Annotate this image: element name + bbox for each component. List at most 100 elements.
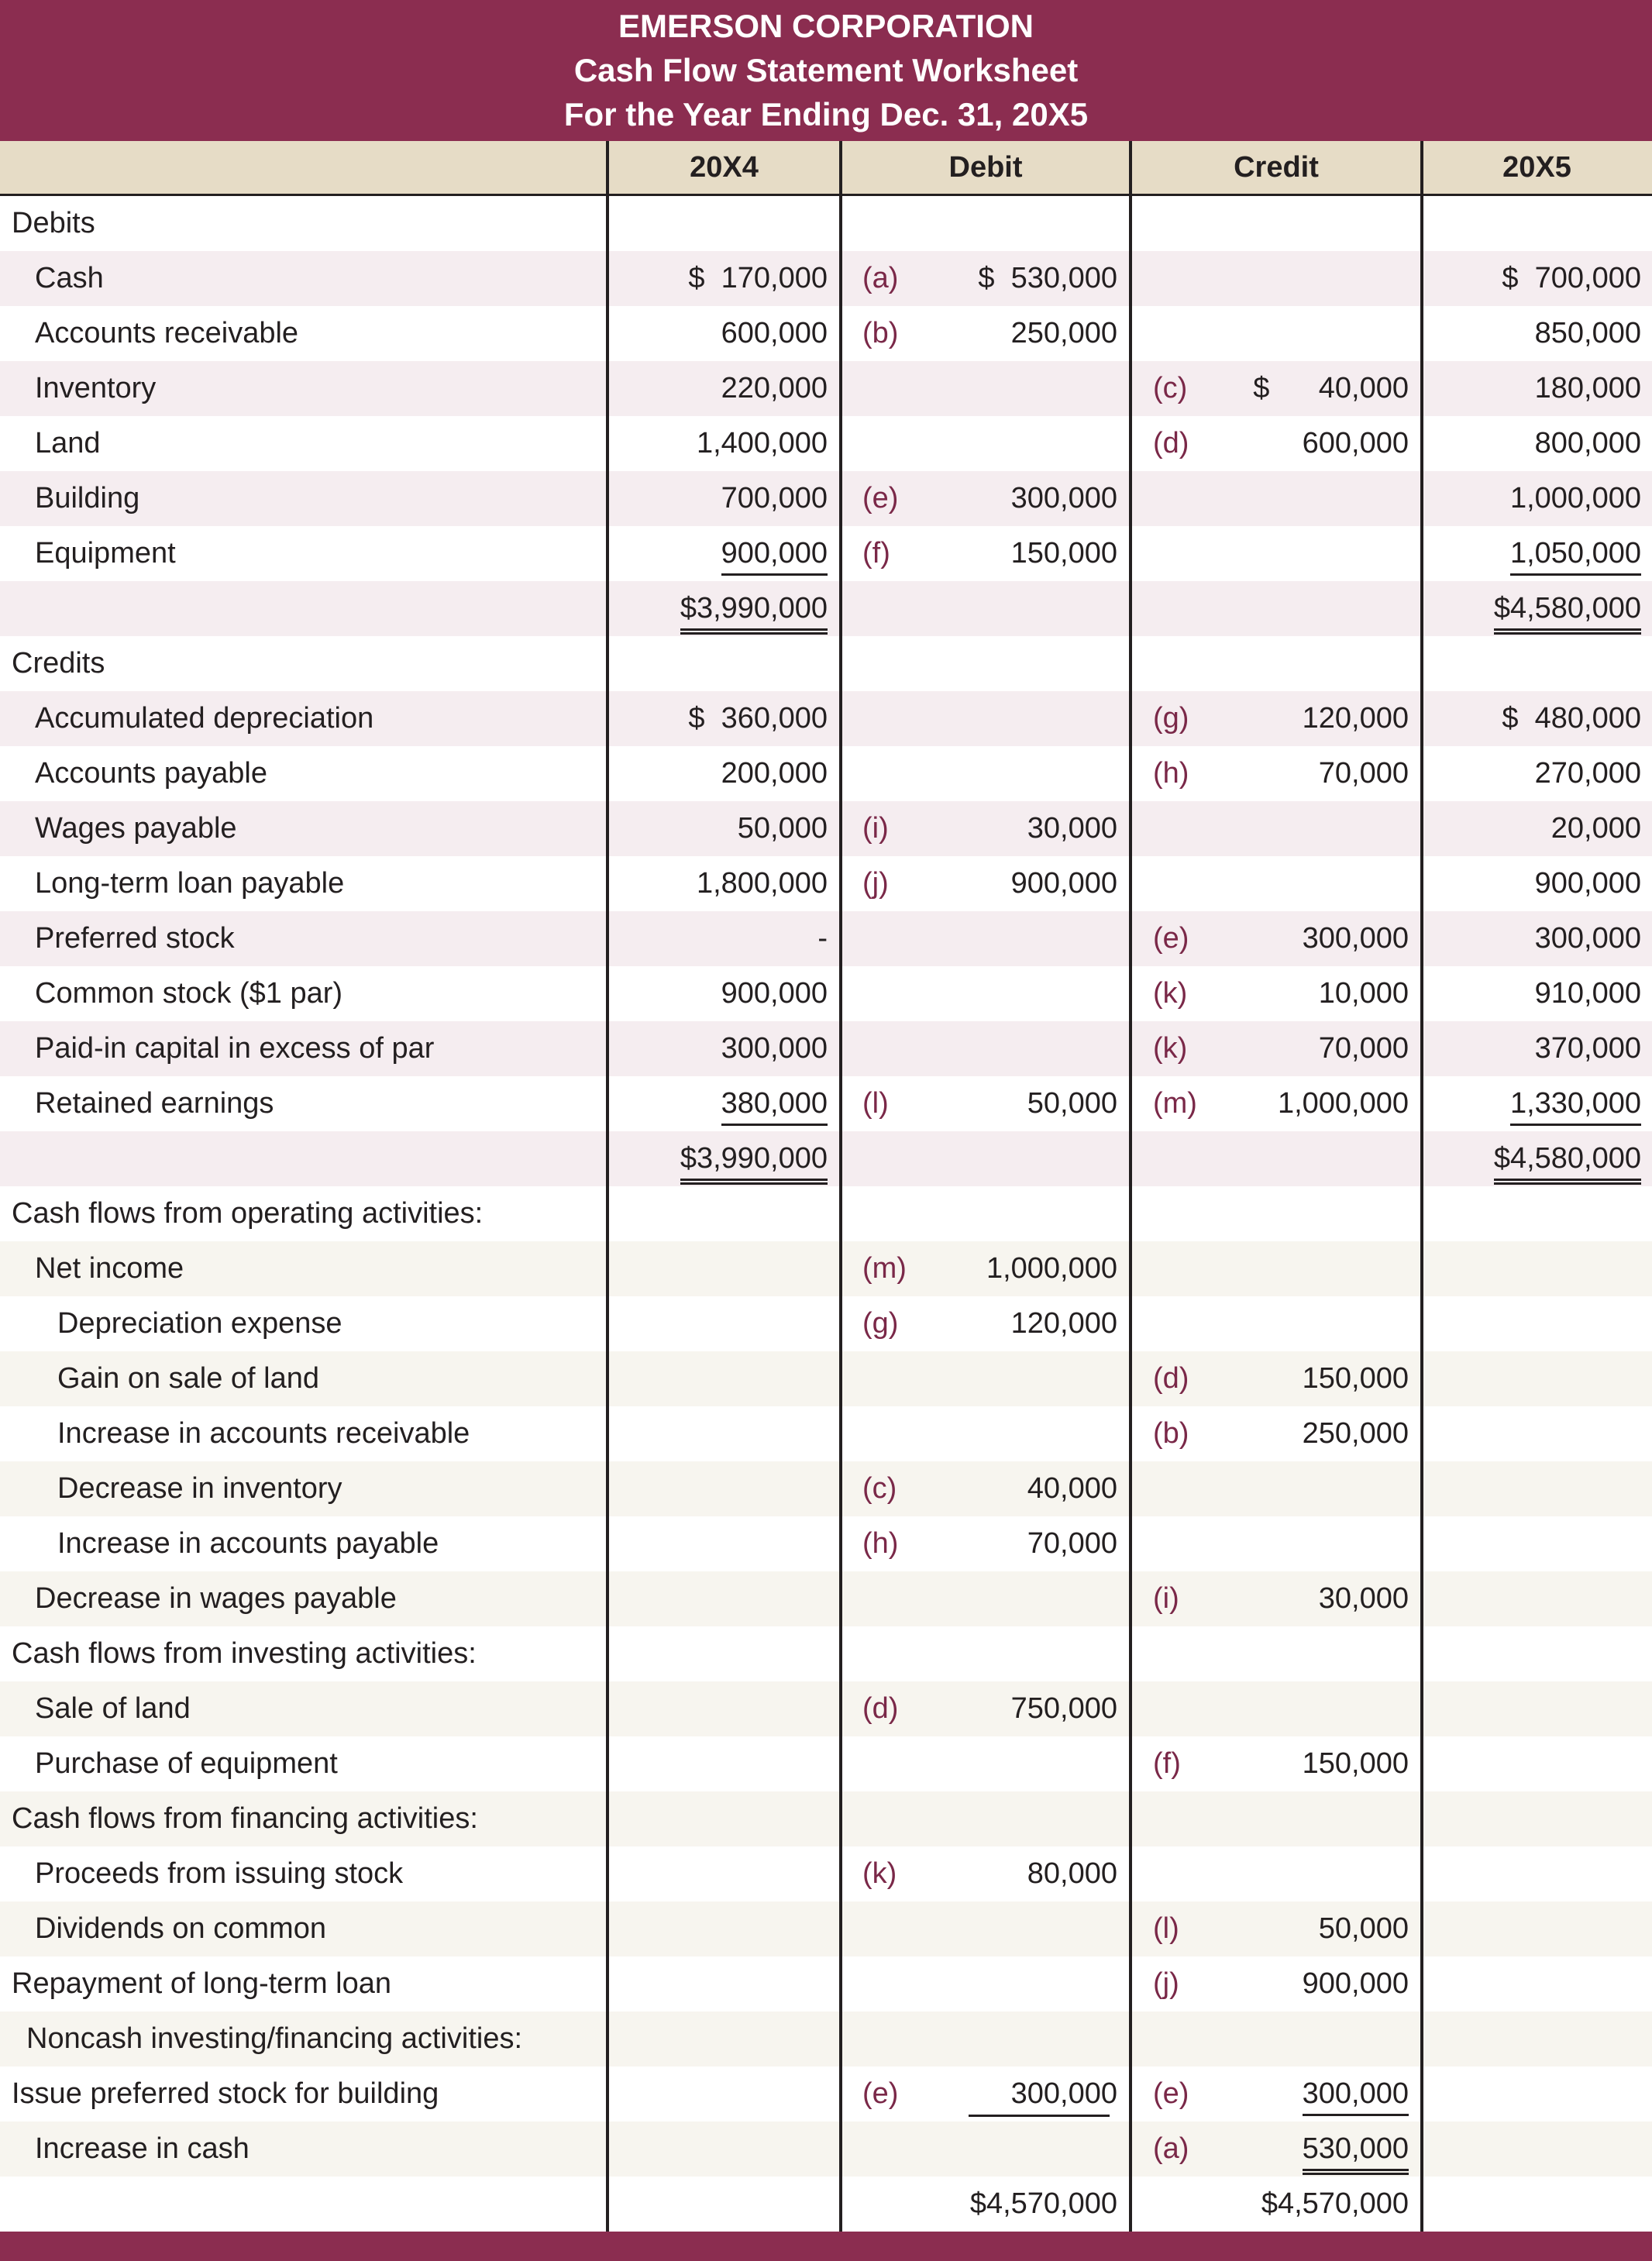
row-label: Retained earnings — [35, 1087, 274, 1120]
worksheet-row: Cash flows from operating activities: — [0, 1186, 1652, 1241]
footer-band — [0, 2232, 1652, 2261]
amount: 1,800,000 — [696, 867, 828, 900]
entry-reference: (g) — [862, 1307, 899, 1340]
worksheet-row: Dividends on common (l) 50,000 — [0, 1901, 1652, 1956]
amount: 900,000 — [1534, 867, 1641, 900]
worksheet-row: $4,570,000 $4,570,000 — [0, 2177, 1652, 2232]
entry-reference: (k) — [1153, 1032, 1188, 1065]
amount-cell: 900,000 — [620, 526, 828, 581]
amount: $3,990,000 — [680, 1138, 828, 1185]
amount: 50,000 — [737, 812, 828, 845]
amount: 1,000,000 — [1509, 482, 1641, 514]
amount: $ 700,000 — [1502, 262, 1641, 294]
entry-reference: (h) — [1153, 757, 1189, 790]
amount: 900,000 — [1302, 1967, 1409, 2000]
amount: 800,000 — [1534, 427, 1641, 459]
entry-reference: (d) — [862, 1692, 899, 1725]
amount: 40,000 — [1027, 1472, 1117, 1505]
row-label: Cash flows from operating activities: — [12, 1197, 484, 1230]
amount: 1,000,000 — [986, 1252, 1117, 1285]
row-label: Debits — [12, 207, 95, 239]
entry-reference: (g) — [1153, 702, 1189, 735]
entry-reference: (e) — [1153, 922, 1189, 955]
amount-cell: $4,580,000 — [1433, 581, 1641, 636]
statement-period: For the Year Ending Dec. 31, 20X5 — [563, 96, 1089, 132]
amount: 200,000 — [721, 757, 828, 790]
row-label: Accounts payable — [35, 757, 267, 790]
amount: 300,000 — [721, 1032, 828, 1065]
row-label: Increase in cash — [35, 2132, 250, 2165]
amount: 150,000 — [1302, 1362, 1409, 1395]
row-label: Paid-in capital in excess of par — [35, 1032, 435, 1065]
amount: 1,050,000 — [1509, 533, 1641, 576]
worksheet-row: Common stock ($1 par) 900,000 (k) 10,000 910… — [0, 966, 1652, 1021]
row-label: Noncash investing/financing activities: — [26, 2022, 523, 2055]
row-label: Issue preferred stock for building — [12, 2077, 439, 2110]
amount: 1,000,000 — [1277, 1087, 1409, 1120]
column-title: Debit — [948, 151, 1023, 184]
entry-reference: (c) — [1153, 372, 1188, 404]
amount: 180,000 — [1534, 372, 1641, 404]
amount: $4,580,000 — [1493, 588, 1641, 635]
worksheet-row: Proceeds from issuing stock (k) 80,000 — [0, 1846, 1652, 1901]
row-label: Accumulated depreciation — [35, 702, 374, 735]
worksheet-row: Noncash investing/financing activities: — [0, 2011, 1652, 2067]
worksheet-row: Accumulated depreciation $ 360,000 (g) 120,… — [0, 691, 1652, 746]
amount-cell: 1,050,000 — [1433, 526, 1641, 581]
entry-reference: (k) — [1153, 977, 1188, 1010]
amount: 530,000 — [1302, 2129, 1409, 2175]
worksheet-row: Debits — [0, 196, 1652, 251]
worksheet-row: Long-term loan payable 1,800,000 (j) 900,00… — [0, 856, 1652, 911]
column-title: 20X4 — [690, 151, 759, 184]
row-label: Increase in accounts payable — [57, 1527, 439, 1560]
amount: 300,000 — [1010, 482, 1117, 514]
amount: 900,000 — [1010, 867, 1117, 900]
amount: 1,400,000 — [696, 427, 828, 459]
worksheet-row: Credits — [0, 636, 1652, 691]
worksheet-row: $3,990,000 $4,580,000 — [0, 1131, 1652, 1186]
amount: 30,000 — [1318, 1582, 1409, 1615]
worksheet-row: Net income (m) 1,000,000 — [0, 1241, 1652, 1296]
amount-cell: 530,000 — [1209, 2122, 1409, 2177]
amount: 80,000 — [1027, 1857, 1117, 1890]
worksheet-row: Issue preferred stock for building (e) 300… — [0, 2067, 1652, 2122]
entry-reference: (d) — [1153, 1362, 1189, 1395]
entry-reference: (m) — [1153, 1087, 1197, 1120]
row-label: Accounts receivable — [35, 317, 299, 349]
amount: 250,000 — [1302, 1417, 1409, 1450]
row-label: Cash flows from financing activities: — [12, 1802, 478, 1835]
worksheet-row: Land 1,400,000 (d) 600,000 800,000 — [0, 416, 1652, 471]
entry-reference: (e) — [1153, 2077, 1189, 2110]
entry-reference: (i) — [862, 812, 889, 845]
amount: 370,000 — [1534, 1032, 1641, 1065]
amount: 220,000 — [721, 372, 828, 404]
amount: 700,000 — [721, 482, 828, 514]
amount: $3,990,000 — [680, 588, 828, 635]
amount: 120,000 — [1302, 702, 1409, 735]
amount-cell: 300,000 — [1209, 2067, 1409, 2122]
amount: 300,000 — [1302, 2073, 1409, 2116]
amount: - — [817, 922, 828, 955]
worksheet-row: Purchase of equipment (f) 150,000 — [0, 1736, 1652, 1791]
amount: 270,000 — [1534, 757, 1641, 790]
row-label: Increase in accounts receivable — [57, 1417, 470, 1450]
column-divider — [1129, 141, 1132, 2232]
amount-cell: 1,330,000 — [1433, 1076, 1641, 1131]
amount: 50,000 — [1027, 1087, 1117, 1120]
column-divider — [606, 141, 609, 2232]
entry-reference: (a) — [862, 262, 899, 294]
worksheet-row: Repayment of long-term loan (j) 900,000 — [0, 1956, 1652, 2011]
amount: 900,000 — [721, 977, 828, 1010]
amount: 70,000 — [1318, 757, 1409, 790]
worksheet-row: Sale of land (d) 750,000 — [0, 1681, 1652, 1736]
amount: $ 360,000 — [688, 702, 828, 735]
worksheet-row: Increase in accounts receivable (b) 250,00… — [0, 1406, 1652, 1461]
column-divider — [839, 141, 842, 2232]
amount: 70,000 — [1318, 1032, 1409, 1065]
worksheet-row: Preferred stock - (e) 300,000 300,000 — [0, 911, 1652, 966]
amount-cell: $3,990,000 — [620, 581, 828, 636]
amount: 750,000 — [1010, 1692, 1117, 1725]
entry-reference: (e) — [862, 482, 899, 514]
amount: 70,000 — [1027, 1527, 1117, 1560]
row-label: Dividends on common — [35, 1912, 326, 1945]
